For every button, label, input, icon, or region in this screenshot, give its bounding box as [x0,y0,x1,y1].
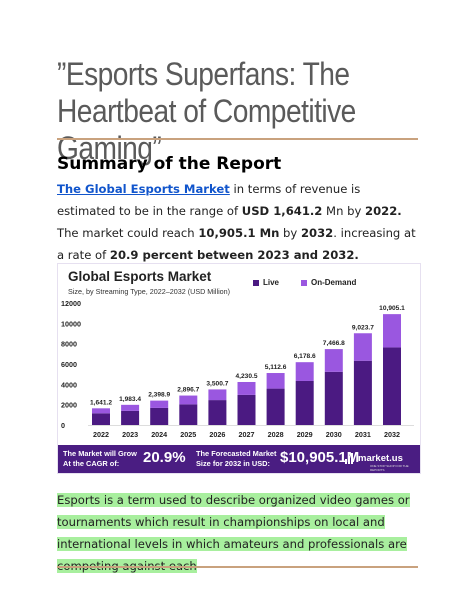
bar-value-label: 5,112.6 [265,364,287,371]
para-bold-1: USD 1,641.2 [241,204,323,218]
x-tick-label: 2032 [384,430,400,439]
para-text-2: Mn by [322,204,366,218]
summary-paragraph: The Global Esports Market in terms of re… [57,178,422,266]
x-tick-label: 2030 [326,430,342,439]
bar-on-demand [324,349,343,372]
y-tick-label: 12000 [61,299,81,308]
bar-live [383,347,401,425]
legend-on-demand-swatch [301,279,307,286]
global-esports-market-link[interactable]: The Global Esports Market [57,182,230,196]
bar-live [179,404,198,425]
footer-forecast-label: The Forecasted Market Size for 2032 in U… [196,449,277,468]
bar-live [208,400,227,425]
bar-live [150,407,169,425]
x-tick-label: 2031 [355,430,371,439]
para-text-4: by [279,226,301,240]
document-title: ”Esports Superfans: The Heartbeat of Com… [57,56,356,166]
legend-on-demand: On-Demand [301,278,356,287]
y-tick-label: 4000 [61,380,77,389]
highlighted-paragraph: Esports is a term used to describe organ… [57,489,422,577]
bar-live [92,413,110,425]
bar-value-label: 3,500.7 [206,380,228,387]
divider-bottom [57,566,418,568]
para-bold-2: 2022. [365,204,402,218]
x-tick-label: 2028 [268,430,284,439]
chart-footer: The Market will Grow At the CAGR of: 20.… [58,445,420,473]
y-tick-label: 10000 [61,319,81,328]
bar-live [237,394,256,425]
x-tick-label: 2023 [122,430,138,439]
x-tick-label: 2024 [151,430,167,439]
bar-live [324,371,343,425]
chart-plot: 12000 10000 8000 6000 4000 2000 0 1,641.2 2022 1,… [61,299,414,439]
bar-value-label: 6,178.6 [294,353,316,360]
bar-value-label: 7,466.8 [323,340,345,347]
bar-on-demand [92,408,110,414]
bar-live [353,360,372,425]
para-bold-5: 20.9 percent between 2023 and 2032. [109,248,359,262]
bar-on-demand [121,404,140,411]
footer-cagr-label: The Market will Grow At the CAGR of: [63,449,137,468]
para-bold-4: 2032 [300,226,334,240]
para-text-5: . increasing at a rate of [57,226,416,262]
divider-top [57,138,418,140]
bar-value-label: 10,905.1 [379,305,405,312]
footer-logo-text: market.us [358,453,403,464]
bar-on-demand [266,373,285,389]
para-text-1: in terms of revenue is estimated to be i… [57,182,361,218]
bar-on-demand [179,395,198,405]
footer-forecast-value: $10,905.1M [280,449,360,466]
highlighted-text: Esports is a term used to describe organ… [57,493,410,573]
y-tick-label: 0 [61,421,65,430]
bar-value-label: 2,398.9 [148,392,170,399]
x-tick-label: 2022 [93,430,109,439]
esports-market-chart: Global Esports Market Size, by Streaming… [57,263,421,474]
summary-heading: Summary of the Report [57,154,282,174]
chart-subtitle: Size, by Streaming Type, 2022–2032 (USD … [68,287,231,296]
y-tick-label: 2000 [61,401,77,410]
bar-live [295,380,314,425]
para-bold-3: 10,905.1 Mn [198,226,280,240]
x-tick-label: 2029 [297,430,313,439]
footer-cagr-value: 20.9% [143,449,186,466]
bar-on-demand [237,381,256,395]
legend-live-swatch [253,279,259,286]
bar-on-demand [353,333,372,361]
bar-on-demand [295,362,314,381]
bar-value-label: 1,983.4 [119,396,141,403]
market-us-logo-icon [345,453,353,464]
bar-on-demand [150,400,169,408]
legend-live-label: Live [263,278,280,287]
bar-value-label: 1,641.2 [90,399,112,406]
bar-live [121,410,140,425]
bar-on-demand [208,389,227,401]
bar-on-demand [383,314,401,348]
bar-live [266,388,285,425]
para-text-3: The market could reach [57,226,199,240]
legend-on-demand-label: On-Demand [311,278,357,287]
chart-title: Global Esports Market [68,269,212,284]
x-tick-label: 2026 [209,430,225,439]
y-tick-label: 6000 [61,360,77,369]
y-tick-label: 8000 [61,340,77,349]
legend-live: Live [253,278,279,287]
footer-logo-tagline: ONE STOP SHOP FOR THE REPORTS [370,464,409,472]
bar-value-label: 2,896.7 [177,387,199,394]
bar-value-label: 9,023.7 [352,324,374,331]
x-tick-label: 2025 [180,430,196,439]
bar-value-label: 4,230.5 [236,373,258,380]
x-tick-label: 2027 [239,430,255,439]
